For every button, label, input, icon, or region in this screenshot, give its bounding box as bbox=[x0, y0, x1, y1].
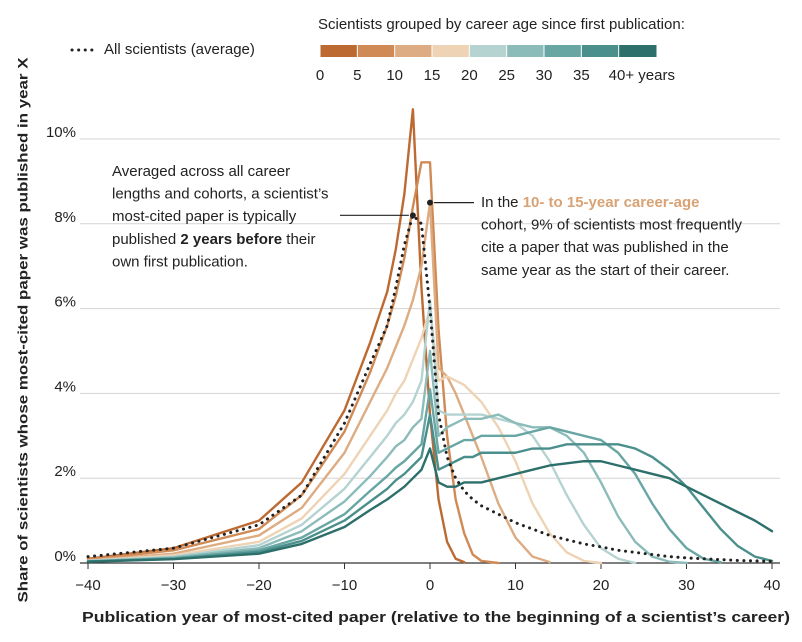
y-tick-label: 2% bbox=[54, 463, 76, 480]
legend-swatch bbox=[544, 45, 582, 57]
annotation-segment: own first publication. bbox=[112, 253, 248, 270]
legend-tick-label: 10 bbox=[386, 67, 403, 84]
legend-tick-label: 0 bbox=[316, 67, 324, 84]
y-tick-label: 8% bbox=[54, 209, 76, 226]
annotation-segment: same year as the start of their career. bbox=[481, 262, 729, 279]
legend-tick-label: 25 bbox=[498, 67, 515, 84]
annotation-segment: their bbox=[282, 231, 315, 248]
annotation-text: lengths and cohorts, a scientist’s bbox=[112, 186, 329, 203]
x-tick-label: 30 bbox=[678, 577, 695, 594]
annotation-text: same year as the start of their career. bbox=[481, 262, 729, 279]
x-axis-title: Publication year of most-cited paper (re… bbox=[82, 609, 790, 626]
legend-title: Scientists grouped by career age since f… bbox=[318, 16, 685, 33]
legend-swatch bbox=[469, 45, 508, 57]
legend-swatch bbox=[357, 45, 396, 57]
annotation-text: In the 10- to 15-year career-age bbox=[481, 194, 699, 211]
annotation-text: published 2 years before their bbox=[112, 231, 315, 248]
y-tick-label: 0% bbox=[54, 548, 76, 565]
legend-swatch bbox=[320, 45, 358, 57]
x-tick-label: −40 bbox=[75, 577, 100, 594]
legend-tick-label: 5 bbox=[353, 67, 361, 84]
legend-swatch bbox=[394, 45, 433, 57]
annotation-segment: cite a paper that was published in the bbox=[481, 239, 729, 256]
annotation-text: most-cited paper is typically bbox=[112, 208, 297, 225]
annotation-segment: In the bbox=[481, 194, 523, 211]
cohort-line bbox=[86, 161, 500, 565]
annotation-segment: 2 years before bbox=[180, 231, 282, 248]
legend-tick-label: 35 bbox=[573, 67, 590, 84]
annotation-text: own first publication. bbox=[112, 253, 248, 270]
annotation-text: cite a paper that was published in the bbox=[481, 239, 729, 256]
annotation-segment: lengths and cohorts, a scientist’s bbox=[112, 186, 329, 203]
legend-tick-label: 20 bbox=[461, 67, 478, 84]
average-line bbox=[86, 213, 774, 563]
cohort-line bbox=[86, 108, 466, 564]
x-tick-label: 10 bbox=[507, 577, 524, 594]
annotation-dot bbox=[427, 199, 433, 206]
cohort-line bbox=[86, 298, 637, 565]
legend-swatch bbox=[581, 45, 620, 57]
x-tick-label: 0 bbox=[426, 577, 434, 594]
y-tick-label: 4% bbox=[54, 378, 76, 395]
cohort-line bbox=[86, 447, 774, 563]
legend-swatch bbox=[506, 45, 545, 57]
legend-swatch bbox=[432, 45, 470, 57]
annotation-segment: 10- to 15-year career-age bbox=[523, 194, 700, 211]
x-tick-label: −20 bbox=[246, 577, 271, 594]
cohort-line bbox=[86, 349, 688, 565]
legend-tick-label: 40+ years bbox=[609, 67, 675, 84]
cohort-line bbox=[86, 413, 774, 563]
legend-label: All scientists (average) bbox=[104, 41, 255, 58]
annotation-text: Averaged across all career bbox=[112, 163, 290, 180]
annotation-segment: cohort, 9% of scientists most frequently bbox=[481, 217, 742, 234]
annotation-dot bbox=[409, 212, 416, 219]
cohort-line bbox=[86, 307, 603, 565]
annotation-text: cohort, 9% of scientists most frequently bbox=[481, 217, 742, 234]
annotation-segment: published bbox=[112, 231, 180, 248]
annotation-segment: Averaged across all career bbox=[112, 163, 290, 180]
cohort-line bbox=[86, 387, 722, 564]
legend-tick-label: 30 bbox=[536, 67, 553, 84]
y-tick-label: 10% bbox=[46, 124, 76, 141]
x-tick-label: −30 bbox=[161, 577, 186, 594]
y-tick-label: 6% bbox=[54, 294, 76, 311]
x-tick-label: −10 bbox=[332, 577, 357, 594]
y-axis-title: Share of scientists whose most-cited pap… bbox=[15, 57, 31, 603]
x-tick-label: 40 bbox=[764, 577, 781, 594]
annotation-segment: most-cited paper is typically bbox=[112, 208, 297, 225]
x-tick-label: 20 bbox=[593, 577, 610, 594]
legend-swatch bbox=[618, 45, 657, 57]
legend-tick-label: 15 bbox=[424, 67, 441, 84]
